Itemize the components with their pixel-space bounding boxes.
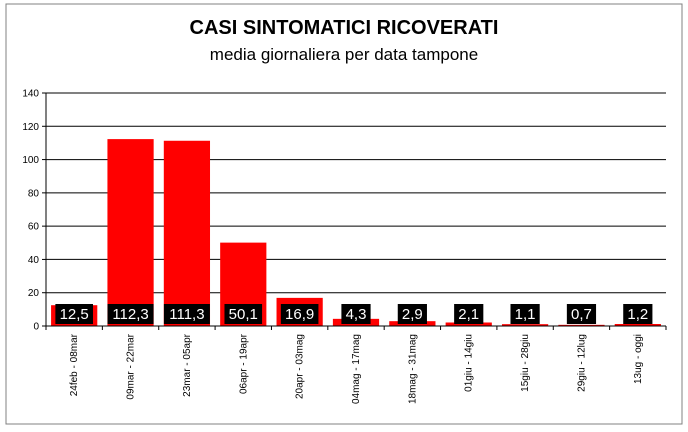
bar [107, 139, 154, 326]
data-label-box [397, 304, 427, 324]
data-label-box [107, 304, 154, 324]
x-category-label: 29giu - 12lug [576, 334, 587, 392]
y-tick-label: 100 [22, 155, 39, 166]
plot-area: 0 20 40 60 80 100 120 140 24feb - 08mar 09mar - 2… [22, 89, 667, 404]
data-label-box [224, 304, 263, 324]
data-label: 111,3 [169, 306, 204, 323]
y-tick-label: 20 [28, 288, 40, 299]
bar [614, 324, 661, 326]
data-label: 1,1 [515, 306, 536, 323]
y-tick-label: 60 [28, 222, 40, 233]
data-label-box [510, 304, 540, 324]
data-label-box [55, 304, 93, 324]
data-label-box [163, 304, 210, 324]
y-tick-label: 120 [22, 122, 39, 133]
x-category-label: 13ug - oggi [633, 334, 644, 384]
data-label-box [566, 304, 597, 324]
x-category-label: 06apr - 19apr [238, 333, 249, 394]
x-category-label: 04mag - 17mag [351, 334, 362, 404]
data-label: 4,3 [346, 306, 367, 323]
bar [501, 324, 549, 326]
y-tick-label: 80 [28, 188, 40, 199]
data-label: 0,7 [571, 306, 592, 323]
data-label: 1,2 [627, 306, 648, 323]
data-label-box [454, 304, 484, 324]
data-label: 2,1 [458, 306, 479, 323]
chart-subtitle: media giornaliera per data tampone [210, 45, 478, 64]
x-category-label: 23mar - 05apr [182, 333, 193, 396]
data-label-box [280, 304, 319, 324]
x-category-label: 24feb - 08mar [69, 333, 80, 396]
x-category-label: 01giu - 14giu [464, 334, 475, 392]
data-label: 16,9 [285, 306, 314, 323]
data-label: 12,5 [60, 306, 89, 323]
data-label: 112,3 [112, 306, 148, 323]
y-tick-label: 140 [22, 89, 39, 100]
bar [558, 324, 605, 326]
data-label: 2,9 [402, 306, 423, 323]
bar [445, 322, 492, 326]
bar [163, 140, 211, 326]
y-tick-label: 0 [33, 322, 39, 333]
x-category-label: 15giu - 28giu [520, 334, 531, 392]
data-label-box [341, 304, 371, 324]
x-category-label: 20apr - 03mag [295, 334, 306, 399]
x-category-label: 09mar - 22mar [126, 333, 137, 399]
x-category-label: 18mag - 31mag [407, 334, 418, 404]
chart-title: CASI SINTOMATICI RICOVERATI [190, 17, 499, 39]
data-label: 50,1 [229, 306, 258, 323]
data-label-box [623, 304, 653, 324]
y-tick-label: 40 [28, 255, 40, 266]
